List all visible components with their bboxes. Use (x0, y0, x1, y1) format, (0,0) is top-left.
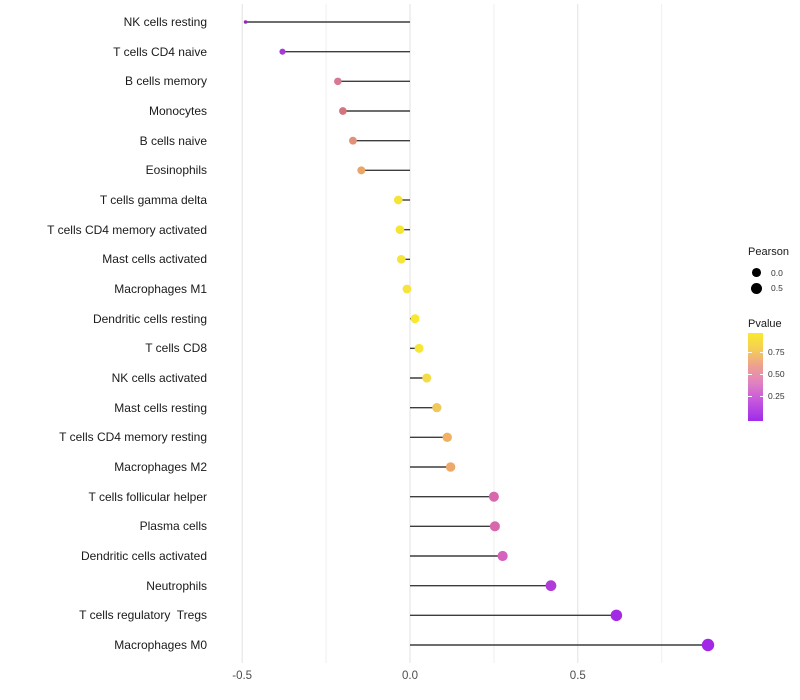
lollipop-dot (701, 638, 715, 652)
category-label: Neutrophils (146, 578, 207, 593)
lollipop-dot (396, 254, 406, 264)
lollipop-dot (432, 403, 442, 413)
colorbar-tick-label: 0.50 (768, 369, 785, 380)
colorbar-tick-mark (759, 352, 763, 354)
lollipop-dot (402, 284, 412, 294)
colorbar-tick-label: 0.75 (768, 347, 785, 358)
colorbar-tick-mark (748, 352, 752, 354)
lollipop-dot (334, 77, 342, 86)
lollipop-dot (442, 432, 452, 443)
category-label: Macrophages M0 (114, 638, 207, 652)
lollipop-dot (393, 195, 403, 205)
lollipop-dot (339, 107, 347, 115)
pvalue-colorbar (748, 333, 763, 421)
lollipop-dot (488, 491, 499, 502)
color-legend-title: Pvalue (748, 318, 782, 330)
lollipop-dot (489, 521, 500, 532)
category-label: Dendritic cells resting (92, 311, 207, 326)
colorbar-tick-mark (759, 396, 763, 398)
lollipop-dot (545, 580, 557, 592)
lollipop-dot (414, 343, 424, 353)
lollipop-dot (349, 136, 357, 145)
category-label: T cells CD8 (145, 341, 207, 356)
category-label: Plasma cells (139, 519, 207, 534)
x-axis-tick-label: 0.5 (569, 670, 586, 682)
category-label: T cells CD4 naive (113, 44, 207, 59)
category-label: T cells gamma delta (99, 193, 207, 207)
category-label: Eosinophils (145, 163, 207, 178)
category-label: T cells follicular helper (88, 489, 208, 504)
x-axis-tick-label: 0.0 (402, 670, 418, 682)
lollipop-dot (445, 462, 456, 472)
category-label: B cells naive (139, 133, 207, 148)
lollipop-dot (422, 373, 432, 383)
category-label: NK cells activated (111, 371, 207, 385)
x-axis-tick-label: -0.5 (232, 670, 253, 682)
colorbar-tick-mark (759, 374, 763, 376)
category-label: NK cells resting (123, 15, 207, 29)
category-label: Macrophages M2 (114, 460, 207, 474)
lollipop-dot (610, 609, 623, 622)
size-legend-title: Pearson (748, 246, 789, 258)
category-label: Dendritic cells activated (80, 549, 207, 563)
lollipop-dot (395, 225, 405, 235)
category-label: T cells regulatory Tregs (79, 608, 207, 623)
lollipop-dot (497, 550, 508, 562)
category-label: B cells memory (124, 74, 207, 89)
category-label: T cells CD4 memory resting (59, 430, 207, 445)
size-legend-dot (751, 268, 761, 278)
lollipop-dot (357, 166, 366, 175)
category-label: Mast cells activated (102, 252, 207, 267)
colorbar-tick-mark (748, 374, 752, 376)
category-label: Monocytes (148, 104, 207, 118)
category-label: Mast cells resting (114, 400, 207, 415)
size-legend-dot (750, 282, 762, 294)
lollipop-dot (279, 48, 286, 55)
colorbar-tick-mark (748, 396, 752, 398)
colorbar-tick-label: 0.25 (768, 391, 785, 402)
size-legend-entry-label: 0.5 (771, 283, 783, 294)
category-label: T cells CD4 memory activated (47, 222, 207, 237)
lollipop-dot (243, 20, 248, 24)
lollipop-dot (410, 314, 420, 324)
size-legend-entry-label: 0.0 (771, 267, 783, 278)
category-label: Macrophages M1 (114, 282, 207, 296)
